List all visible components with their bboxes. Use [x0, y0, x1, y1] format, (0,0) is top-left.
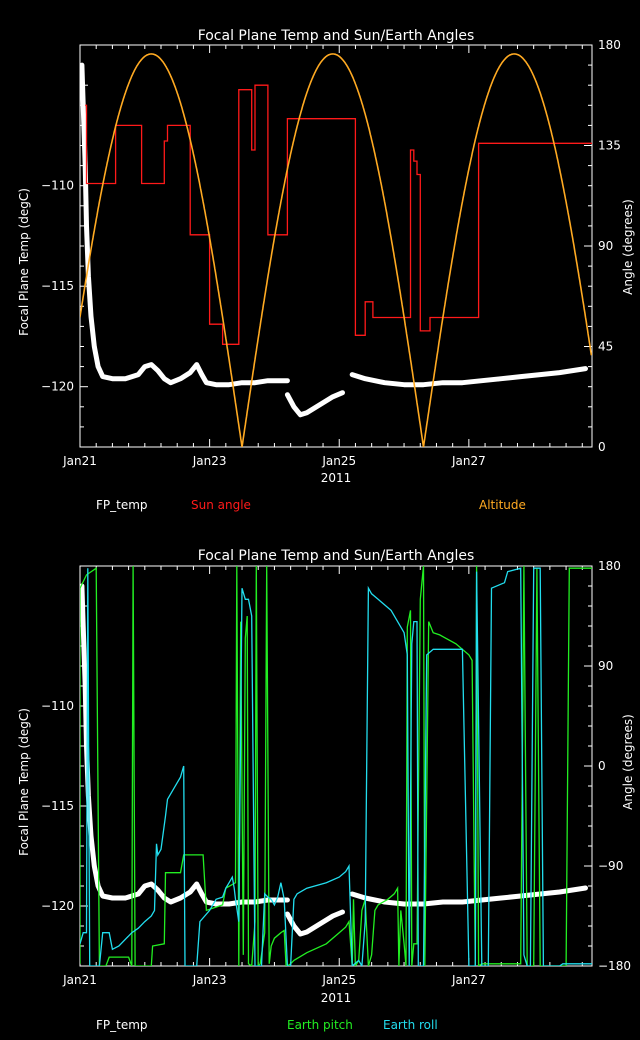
y2-tick-label: 180: [598, 559, 621, 573]
series-sun-angle: [85, 84, 592, 345]
y-tick-label: −115: [41, 279, 74, 293]
y2-tick-label: 0: [598, 759, 606, 773]
y2-tick-label: 135: [598, 139, 621, 153]
x-tick-label: Jan21: [62, 973, 97, 987]
chart-top: Focal Plane Temp and Sun/Earth Angles 20…: [17, 28, 635, 485]
series-earth-roll: [80, 567, 592, 966]
legend-earth-pitch: Earth pitch: [287, 1018, 353, 1032]
x-tick-label: Jan23: [192, 454, 227, 468]
y-tick-label: −110: [41, 179, 74, 193]
plot-area: Jan21 Jan23 Jan25 Jan27 −110 −115 −120 180 90 0 −9…: [41, 559, 631, 987]
series-fp-temp: [284, 390, 345, 418]
series-fp-temp: [80, 583, 290, 907]
y-tick-label: −120: [41, 380, 74, 394]
y-tick-label: −120: [41, 899, 74, 913]
chart-bottom: Focal Plane Temp and Sun/Earth Angles 20…: [17, 548, 635, 1005]
x-tick-label: Jan25: [321, 973, 356, 987]
legend-altitude: Altitude: [479, 498, 526, 512]
y2-axis-label: Angle (degrees): [621, 199, 635, 295]
series-earth-pitch: [80, 566, 592, 966]
y2-tick-label: 90: [598, 659, 613, 673]
series-altitude: [80, 53, 592, 447]
legend-top: FP_temp Sun angle Altitude: [96, 498, 526, 512]
series-fp-temp: [349, 366, 588, 388]
y2-tick-label: −90: [598, 859, 623, 873]
x-tick-label: Jan27: [451, 454, 486, 468]
x-tick-label: Jan21: [62, 454, 97, 468]
chart-title: Focal Plane Temp and Sun/Earth Angles: [198, 28, 475, 44]
legend-earth-roll: Earth roll: [383, 1018, 438, 1032]
series-group: [80, 566, 592, 966]
y2-tick-label: 180: [598, 38, 621, 52]
y2-tick-label: −180: [598, 959, 631, 973]
y2-tick-label: 90: [598, 239, 613, 253]
x-axis-label: 2011: [321, 471, 352, 485]
x-tick-label: Jan25: [321, 454, 356, 468]
x-tick-label: Jan27: [451, 973, 486, 987]
y2-tick-label: 0: [598, 440, 606, 454]
y2-tick-label: 45: [598, 340, 613, 354]
y-axis-label: Focal Plane Temp (degC): [17, 188, 31, 336]
x-tick-label: Jan23: [192, 973, 227, 987]
y2-axis-label: Angle (degrees): [621, 714, 635, 810]
series-group: [80, 53, 592, 447]
x-axis-label: 2011: [321, 991, 352, 1005]
plot-area: Jan21 Jan23 Jan25 Jan27 −110 −115 −120 180 135 90…: [41, 38, 621, 468]
legend-bottom: FP_temp Earth pitch Earth roll: [96, 1018, 438, 1032]
legend-sun-angle: Sun angle: [191, 498, 251, 512]
y-tick-label: −115: [41, 799, 74, 813]
y-tick-label: −110: [41, 699, 74, 713]
y-axis-label: Focal Plane Temp (degC): [17, 708, 31, 856]
series-fp-temp: [284, 909, 345, 937]
legend-fp-temp: FP_temp: [96, 498, 148, 512]
chart-title: Focal Plane Temp and Sun/Earth Angles: [198, 548, 475, 564]
legend-fp-temp: FP_temp: [96, 1018, 148, 1032]
